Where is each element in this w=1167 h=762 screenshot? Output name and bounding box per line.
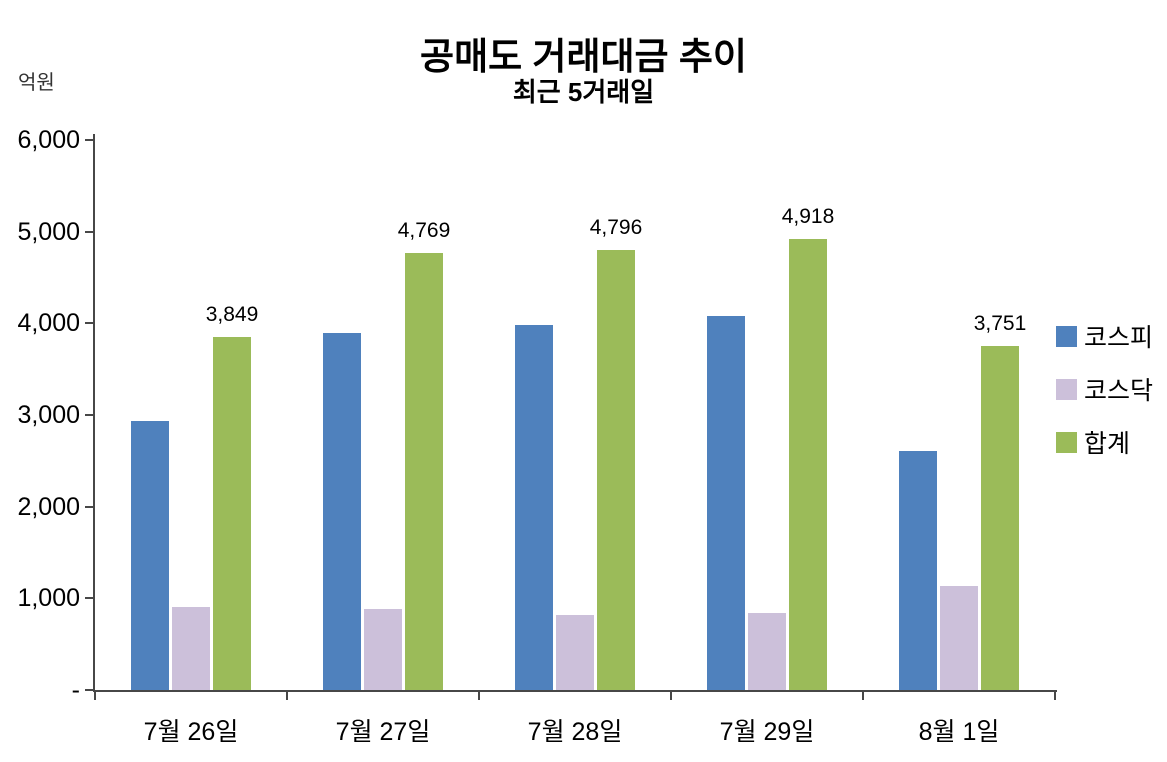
x-tick-mark (670, 692, 672, 700)
bar-series-2-cat-0 (213, 337, 251, 690)
y-axis-unit-label: 억원 (18, 72, 55, 94)
bar-value-label: 4,918 (781, 205, 835, 229)
bar-series-0-cat-2 (515, 325, 553, 690)
x-tick-mark (94, 692, 96, 700)
legend-swatch-icon (1056, 378, 1077, 400)
legend-item-2: 합계 (1056, 424, 1153, 460)
bar-series-2-cat-1 (405, 252, 443, 690)
legend-label: 코스피 (1084, 324, 1154, 352)
bar-value-label: 3,849 (205, 303, 259, 327)
x-tick-mark (478, 692, 480, 700)
chart-subtitle: 최근 5거래일 (512, 77, 655, 107)
y-tick-label: 6,000 (17, 126, 80, 154)
bar-value-label: 4,796 (589, 216, 643, 240)
y-tick-mark (85, 414, 93, 416)
bar-series-0-cat-1 (323, 333, 361, 690)
bar-series-1-cat-1 (364, 609, 402, 690)
x-axis-label: 7월 29일 (719, 718, 815, 746)
y-tick-mark (85, 505, 93, 508)
y-tick-label: 2,000 (17, 492, 80, 521)
bar-series-2-cat-2 (597, 250, 635, 690)
bar-series-1-cat-4 (940, 585, 978, 690)
legend-swatch-icon (1056, 431, 1077, 453)
legend-label: 합계 (1084, 430, 1131, 458)
legend-label: 코스닥 (1084, 377, 1154, 405)
bar-series-2-cat-3 (789, 239, 827, 690)
bar-series-0-cat-4 (899, 450, 937, 690)
legend-swatch-icon (1056, 325, 1077, 347)
bar-series-2-cat-4 (981, 346, 1019, 690)
plot-area: 3,849 4,769 4,796 4,918 3,751 (95, 140, 1055, 690)
x-axis-label: 7월 26일 (143, 718, 239, 746)
bar-value-label: 4,769 (397, 218, 451, 242)
y-tick-label: 5,000 (17, 217, 80, 246)
y-tick-mark (85, 689, 93, 691)
bar-value-label: 3,751 (973, 312, 1027, 336)
legend-item-1: 코스닥 (1056, 371, 1153, 407)
legend-item-0: 코스피 (1056, 318, 1153, 354)
x-axis-label: 8월 1일 (918, 718, 1000, 746)
x-axis-label: 7월 28일 (527, 718, 623, 746)
y-tick-mark (85, 322, 93, 325)
y-tick-mark (85, 139, 93, 141)
x-tick-mark (862, 692, 864, 700)
bar-series-0-cat-3 (707, 316, 745, 690)
y-tick-label: 1,000 (17, 584, 80, 613)
x-tick-mark (286, 692, 288, 700)
x-axis-line (93, 690, 1057, 692)
bar-series-1-cat-3 (748, 613, 786, 690)
bar-series-0-cat-0 (131, 420, 169, 690)
y-tick-mark (85, 230, 93, 233)
y-tick-mark (85, 597, 93, 600)
x-tick-mark (1054, 692, 1056, 700)
y-tick-label: 3,000 (17, 401, 80, 429)
y-axis-line (93, 134, 95, 692)
bar-series-1-cat-2 (556, 614, 594, 690)
bar-series-1-cat-0 (172, 606, 210, 690)
y-tick-label: 4,000 (17, 309, 80, 338)
x-axis-label: 7월 27일 (335, 718, 431, 746)
chart-title: 공매도 거래대금 추이 (420, 36, 747, 77)
y-tick-label: - (71, 676, 80, 704)
